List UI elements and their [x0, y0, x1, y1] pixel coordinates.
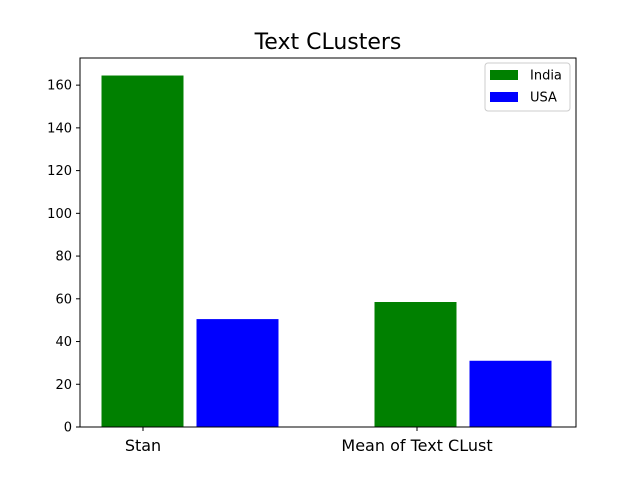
legend-swatch-india	[490, 70, 518, 80]
y-tick-label: 140	[47, 121, 72, 136]
legend-swatch-usa	[490, 92, 518, 102]
chart-title: Text CLusters	[254, 30, 402, 55]
y-tick-label: 40	[55, 335, 72, 350]
bar-india-1	[101, 75, 184, 427]
y-tick-label: 80	[55, 250, 72, 265]
bar-usa-1	[196, 319, 279, 427]
y-tick-label: 120	[47, 164, 72, 179]
legend: India USA	[484, 62, 571, 112]
y-tick-label: 60	[55, 292, 72, 307]
y-axis: 0 20 40 60 80 100 120 140 160	[47, 79, 80, 436]
y-tick-label: 0	[64, 421, 72, 436]
bar-india-2	[374, 302, 457, 427]
x-tick-label: Stan	[125, 436, 161, 455]
x-axis: Stan Mean of Text CLust	[125, 427, 493, 455]
plot-frame	[79, 57, 577, 428]
y-tick-label: 160	[47, 79, 72, 94]
legend-label-india: India	[530, 69, 562, 84]
x-tick-label: Mean of Text CLust	[341, 436, 492, 455]
bars	[101, 75, 552, 427]
y-tick-label: 100	[47, 207, 72, 222]
bar-usa-2	[469, 360, 552, 427]
y-tick-label: 20	[55, 378, 72, 393]
legend-label-usa: USA	[530, 91, 557, 106]
